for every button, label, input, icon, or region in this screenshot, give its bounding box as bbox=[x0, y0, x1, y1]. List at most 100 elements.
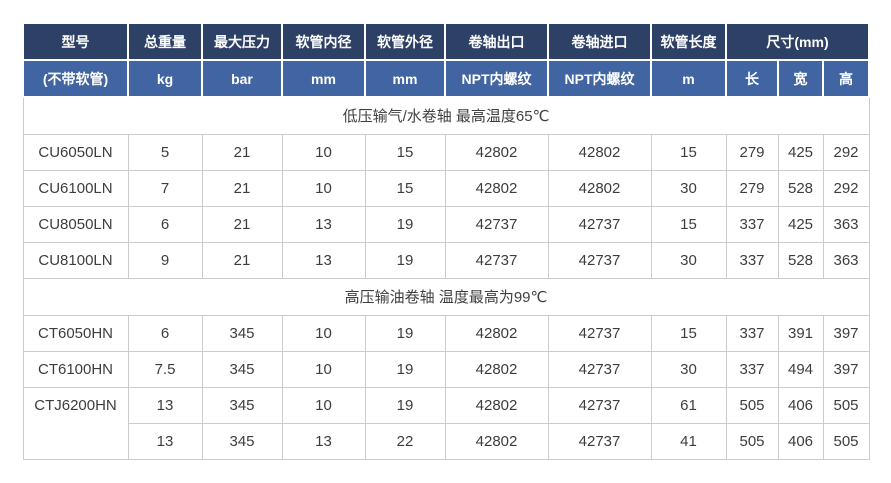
value-cell: 494 bbox=[777, 350, 824, 388]
value-cell: 5 bbox=[127, 133, 203, 171]
value-cell: 21 bbox=[201, 133, 283, 171]
header-cell: 尺寸(mm) bbox=[724, 22, 871, 61]
value-cell: 30 bbox=[650, 241, 727, 279]
value-cell: 345 bbox=[201, 350, 283, 388]
value-cell: 30 bbox=[650, 169, 727, 207]
header-cell: 卷轴进口 bbox=[547, 22, 652, 61]
value-cell: 345 bbox=[201, 386, 283, 424]
value-cell: 292 bbox=[822, 133, 870, 171]
table-row: CU6050LN 5 21 10 15 42802 42802 15 279 425 292 bbox=[22, 133, 870, 171]
value-cell: 505 bbox=[725, 422, 779, 460]
value-cell: 10 bbox=[281, 314, 366, 352]
model-cell: CU8100LN bbox=[22, 241, 129, 279]
value-cell: 15 bbox=[650, 133, 727, 171]
value-cell: 363 bbox=[822, 241, 870, 279]
value-cell: 42802 bbox=[444, 169, 549, 207]
value-cell: 19 bbox=[364, 386, 446, 424]
value-cell: 19 bbox=[364, 350, 446, 388]
value-cell: 42737 bbox=[547, 386, 652, 424]
value-cell: 397 bbox=[822, 350, 870, 388]
value-cell: 505 bbox=[725, 386, 779, 424]
header-cell: mm bbox=[281, 59, 366, 98]
value-cell: 292 bbox=[822, 169, 870, 207]
header-cell: m bbox=[650, 59, 727, 98]
value-cell: 7 bbox=[127, 169, 203, 207]
value-cell: 42737 bbox=[444, 241, 549, 279]
value-cell: 13 bbox=[281, 205, 366, 243]
value-cell: 13 bbox=[281, 241, 366, 279]
section-title: 低压输气/水卷轴 最高温度65℃ bbox=[22, 96, 870, 135]
table-row: CT6100HN 7.5 345 10 19 42802 42737 30 337 494 397 bbox=[22, 350, 870, 388]
value-cell: 9 bbox=[127, 241, 203, 279]
value-cell: 19 bbox=[364, 205, 446, 243]
model-cell: CU8050LN bbox=[22, 205, 129, 243]
value-cell: 15 bbox=[650, 314, 727, 352]
value-cell: 19 bbox=[364, 314, 446, 352]
header-cell: mm bbox=[364, 59, 446, 98]
header-cell: NPT内螺纹 bbox=[547, 59, 652, 98]
table-row: CU8050LN 6 21 13 19 42737 42737 15 337 425 363 bbox=[22, 205, 870, 243]
header-cell: 卷轴出口 bbox=[444, 22, 549, 61]
header-cell: 最大压力 bbox=[201, 22, 283, 61]
value-cell: 42802 bbox=[547, 133, 652, 171]
value-cell: 42737 bbox=[547, 350, 652, 388]
hose-reel-spec-table: 型号 总重量 最大压力 软管内径 软管外径 卷轴出口 卷轴进口 软管长度 尺寸(mm) (不带软管… bbox=[22, 22, 871, 460]
value-cell: 6 bbox=[127, 314, 203, 352]
value-cell: 425 bbox=[777, 133, 824, 171]
header-cell: 长 bbox=[725, 59, 779, 98]
value-cell: 42802 bbox=[444, 133, 549, 171]
value-cell: 279 bbox=[725, 169, 779, 207]
table-row: CU8100LN 9 21 13 19 42737 42737 30 337 528 363 bbox=[22, 241, 870, 279]
value-cell: 406 bbox=[777, 386, 824, 424]
value-cell: 279 bbox=[725, 133, 779, 171]
value-cell: 15 bbox=[364, 169, 446, 207]
header-cell: 高 bbox=[821, 59, 871, 98]
value-cell: 42802 bbox=[547, 169, 652, 207]
value-cell: 21 bbox=[201, 169, 283, 207]
value-cell: 505 bbox=[822, 422, 870, 460]
value-cell: 337 bbox=[725, 205, 779, 243]
value-cell: 15 bbox=[364, 133, 446, 171]
table-body: 低压输气/水卷轴 最高温度65℃ CU6050LN 5 21 10 15 42802 4280… bbox=[22, 96, 870, 460]
value-cell: 425 bbox=[777, 205, 824, 243]
header-row-primary: 型号 总重量 最大压力 软管内径 软管外径 卷轴出口 卷轴进口 软管长度 尺寸(mm) bbox=[22, 22, 871, 61]
value-cell: 21 bbox=[201, 241, 283, 279]
header-cell: kg bbox=[127, 59, 203, 98]
model-cell: CT6050HN bbox=[22, 314, 129, 352]
model-cell: CTJ6200HN bbox=[22, 386, 129, 460]
value-cell: 42802 bbox=[444, 422, 549, 460]
table-row: CTJ6200HN 13 345 10 19 42802 42737 61 505 406 505 bbox=[22, 386, 870, 460]
value-cell: 337 bbox=[725, 350, 779, 388]
value-cell: 337 bbox=[725, 241, 779, 279]
value-cell: 6 bbox=[127, 205, 203, 243]
section-row: 高压输油卷轴 温度最高为99℃ bbox=[22, 277, 870, 316]
header-cell: (不带软管) bbox=[22, 59, 129, 98]
value-cell: 406 bbox=[777, 422, 824, 460]
value-cell: 13 bbox=[127, 422, 203, 460]
header-cell: 宽 bbox=[777, 59, 824, 98]
header-cell: 软管外径 bbox=[364, 22, 446, 61]
value-cell: 7.5 bbox=[127, 350, 203, 388]
value-cell: 10 bbox=[281, 386, 366, 424]
value-cell: 42802 bbox=[444, 350, 549, 388]
table-header: 型号 总重量 最大压力 软管内径 软管外径 卷轴出口 卷轴进口 软管长度 尺寸(mm) (不带软管… bbox=[22, 22, 871, 98]
header-cell: 总重量 bbox=[127, 22, 203, 61]
value-cell: 13 bbox=[127, 386, 203, 424]
value-cell: 61 bbox=[650, 386, 727, 424]
value-cell: 505 bbox=[822, 386, 870, 424]
header-cell: 型号 bbox=[22, 22, 129, 61]
value-cell: 30 bbox=[650, 350, 727, 388]
value-cell: 42737 bbox=[547, 422, 652, 460]
value-cell: 337 bbox=[725, 314, 779, 352]
value-cell: 22 bbox=[364, 422, 446, 460]
value-cell: 42737 bbox=[547, 205, 652, 243]
section-title: 高压输油卷轴 温度最高为99℃ bbox=[22, 277, 870, 316]
value-cell: 345 bbox=[201, 314, 283, 352]
value-cell: 42737 bbox=[547, 241, 652, 279]
table-row: CU6100LN 7 21 10 15 42802 42802 30 279 528 292 bbox=[22, 169, 870, 207]
value-cell: 13 bbox=[281, 422, 366, 460]
model-cell: CT6100HN bbox=[22, 350, 129, 388]
value-cell: 42802 bbox=[444, 314, 549, 352]
value-cell: 10 bbox=[281, 350, 366, 388]
header-cell: 软管长度 bbox=[650, 22, 727, 61]
